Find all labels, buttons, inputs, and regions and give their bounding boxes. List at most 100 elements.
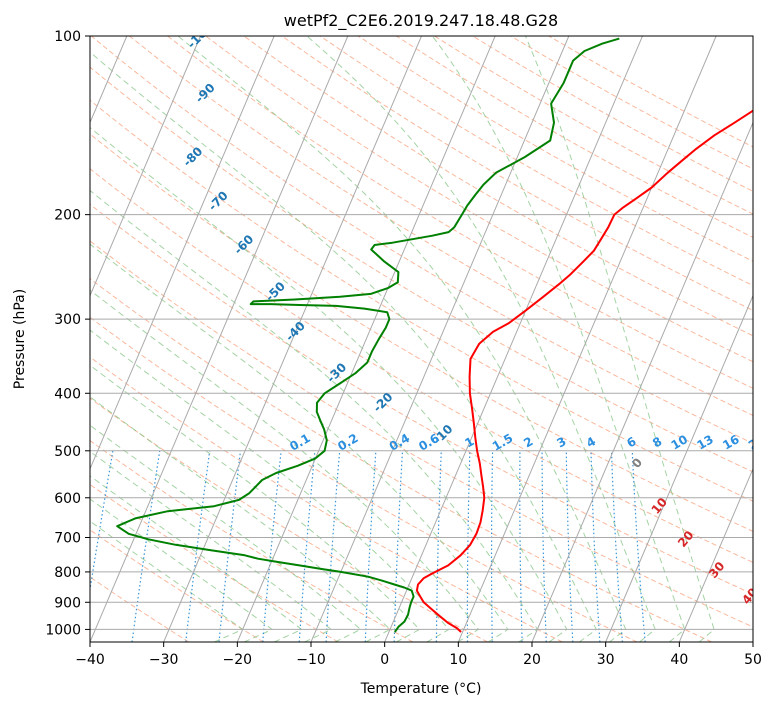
y-tick-label: 100 (54, 29, 81, 45)
moist-adiabat-line (90, 126, 568, 642)
mixing-ratio-line (90, 450, 114, 594)
mixing-ratio-label: 6 (624, 434, 638, 450)
y-axis-label: Pressure (hPa) (12, 289, 28, 389)
dry-adiabat-line (90, 203, 753, 595)
dry-adiabat-label: -90 (193, 81, 218, 106)
moist-adiabat-line (525, 36, 715, 642)
dry-adiabat-label: -40 (283, 319, 308, 344)
x-tick-label: −30 (149, 652, 179, 668)
dry-adiabat-line (90, 576, 190, 642)
dry-adiabat-line (90, 397, 488, 642)
dry-adiabat-line (90, 133, 753, 532)
x-tick-label: 20 (523, 652, 541, 668)
mixing-ratio-label: 10 (669, 432, 690, 452)
plot-area: -100-90-80-70-60-50-40-30-20-100.1 0.2 0.4… (90, 36, 767, 642)
dry-adiabat-label: -70 (206, 188, 231, 213)
mixing-ratio-label: 2 (521, 434, 535, 450)
plot-frame (89, 35, 754, 643)
dry-adiabat-line (167, 36, 753, 389)
isotherm-line (163, 36, 422, 642)
moist-adiabat-line (90, 329, 450, 642)
moist-adiabat-line (90, 475, 303, 642)
x-tick-label: 40 (670, 652, 688, 668)
dry-adiabat-label: -30 (324, 360, 349, 385)
moist-adiabat-line (90, 243, 509, 642)
dry-adiabat-line (90, 36, 753, 444)
dry-adiabat-line (90, 240, 753, 628)
mixing-ratio-line (631, 450, 646, 642)
dry-adiabat-line (205, 36, 753, 363)
moist-adiabat-line (90, 424, 362, 642)
isotherm-line (678, 467, 753, 642)
mixing-ratio-label: 4 (584, 434, 598, 450)
dry-adiabat-line (90, 66, 753, 473)
dry-adiabat-line (129, 36, 753, 417)
moist-adiabat-line (431, 36, 686, 642)
y-tick-label: 400 (54, 386, 81, 402)
y-tick-label: 900 (54, 595, 81, 611)
moist-adiabat-line (90, 51, 597, 642)
y-tick-label: 200 (54, 208, 81, 224)
moist-adiabat-label: 40 (739, 585, 760, 607)
isotherm-line (457, 36, 717, 642)
isotherm-line (605, 294, 753, 642)
moist-adiabat-line (90, 396, 391, 642)
mixing-ratio-label: 16 (720, 432, 741, 452)
mixing-ratio-line (364, 450, 377, 642)
moist-adiabat-label: 30 (706, 559, 727, 581)
isotherm-line (236, 36, 496, 642)
mixing-ratio-label: 13 (694, 432, 715, 452)
x-tick-label: 30 (597, 652, 615, 668)
x-tick-label: 50 (744, 652, 762, 668)
y-tick-label: 1000 (45, 622, 81, 638)
dry-adiabat-line (90, 316, 638, 642)
y-tick-label: 600 (54, 491, 81, 507)
moist-adiabat-line (90, 498, 274, 642)
mixing-ratio-line (565, 450, 574, 642)
isotherm-line (310, 36, 570, 642)
moist-adiabat-line (90, 289, 480, 642)
x-tick-label: −20 (223, 652, 253, 668)
dry-adiabat-line (90, 440, 414, 642)
moist-adiabat-line (90, 364, 421, 642)
isotherm-line (752, 640, 753, 642)
mixing-ratio-line (610, 450, 623, 642)
x-tick-label: 10 (449, 652, 467, 668)
dry-adiabat-line (319, 36, 753, 287)
y-tick-label: 700 (54, 531, 81, 547)
mixing-ratio-line (185, 450, 211, 642)
mixing-ratio-line (490, 450, 494, 642)
isotherm-line (90, 36, 275, 471)
isotherm-line (90, 36, 201, 297)
moist-adiabat-line (90, 520, 244, 642)
dry-adiabat-line (90, 277, 712, 642)
mixing-ratio-line (325, 450, 341, 642)
x-tick-label: 0 (380, 652, 389, 668)
dry-adiabat-line (243, 36, 753, 337)
dewpoint-profile-line (116, 37, 620, 633)
mixing-ratio-line (298, 450, 316, 642)
mixing-ratio-line (262, 450, 282, 642)
y-tick-label: 500 (54, 444, 81, 460)
x-tick-label: −10 (296, 652, 326, 668)
isotherm-line (90, 36, 349, 642)
dry-adiabat-line (90, 99, 753, 502)
moist-adiabat-line (177, 36, 627, 642)
dry-adiabat-line (90, 168, 753, 563)
mixing-ratio-label: 8 (650, 434, 664, 450)
mixing-ratio-line (590, 450, 601, 642)
dry-adiabat-line (90, 483, 339, 642)
x-axis-label: Temperature (°C) (360, 681, 482, 697)
mixing-ratio-label: 3 (554, 434, 568, 450)
chart-title: wetPf2_C2E6.2019.247.18.48.G28 (284, 11, 558, 31)
isotherm-line (531, 121, 753, 642)
dry-adiabat-label: -60 (231, 232, 256, 257)
mixing-ratio-line (218, 450, 242, 642)
axis-ticks: −40 −30 −20 −10 0 10 20 30 40 5010020030040050060… (45, 29, 762, 668)
temperature-profile-line (415, 109, 753, 633)
moist-adiabat-line (306, 36, 656, 642)
x-tick-label: −40 (75, 652, 105, 668)
y-tick-label: 800 (54, 565, 81, 581)
mixing-ratio-label: 20 (746, 432, 767, 452)
